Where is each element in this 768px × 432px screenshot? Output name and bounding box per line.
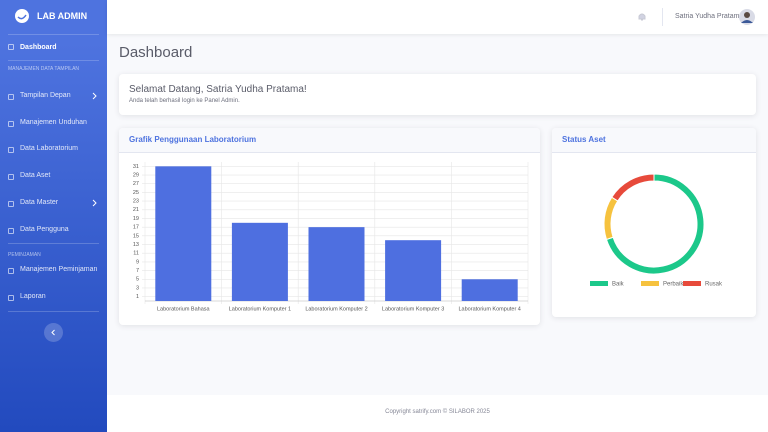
y-tick-label: 9 (136, 259, 139, 265)
nav-heading: MANAJEMEN DATA TAMPILAN (8, 66, 80, 72)
y-tick-label: 29 (133, 172, 139, 178)
chevron (92, 199, 97, 207)
icon (8, 200, 14, 207)
x-tick-label: Laboratorium Komputer 1 (229, 306, 291, 312)
nav-item[interactable]: Data Master (20, 198, 59, 206)
divider (8, 243, 99, 245)
y-tick-label: 21 (133, 207, 139, 213)
avatar[interactable] (739, 9, 755, 25)
nav-item[interactable]: Laporan (20, 292, 46, 300)
nav-heading: PEMINJAMAN (8, 252, 41, 259)
legend-swatch (683, 281, 701, 286)
divider (8, 310, 99, 312)
donut-segment (611, 173, 655, 202)
bar (461, 279, 518, 301)
welcome-title: Selamat Datang, Satria Yudha Pratama! (129, 84, 307, 95)
legend-label: Perbaikan (663, 282, 690, 288)
y-tick-label: 11 (133, 251, 139, 257)
bar (231, 222, 288, 301)
sidebar: LAB ADMIN Dashboard MANAJEMEN DATA TAMPI… (0, 0, 107, 432)
welcome-text: Anda telah berhasil login ke Panel Admin… (129, 98, 240, 104)
y-tick-label: 25 (133, 190, 139, 196)
toggle-icon (51, 329, 55, 336)
legend-swatch (590, 281, 608, 286)
alert-icon[interactable] (637, 12, 647, 22)
x-tick-label: Laboratorium Komputer 2 (305, 306, 367, 312)
x-tick-label: Laboratorium Komputer 3 (382, 306, 444, 312)
divider (8, 60, 99, 61)
icon (8, 94, 14, 100)
icon (8, 147, 14, 154)
legend-label: Rusak (705, 282, 723, 288)
nav-item[interactable]: Dashboard (20, 44, 57, 51)
y-tick-label: 7 (136, 268, 139, 274)
y-tick-label: 17 (133, 225, 139, 231)
brand[interactable]: LAB ADMIN (37, 11, 88, 21)
icon (8, 174, 14, 181)
chevron (92, 92, 97, 100)
card-header: Grafik Penggunaan Laboratorium (119, 128, 540, 153)
nav-item[interactable]: Manajemen Peminjaman (20, 266, 98, 274)
x-tick-label: Laboratorium Bahasa (157, 306, 211, 312)
y-tick-label: 27 (133, 181, 139, 187)
y-tick-label: 5 (136, 277, 139, 283)
y-tick-label: 19 (133, 216, 139, 222)
divider (8, 34, 99, 35)
legend-label: Baik (612, 282, 625, 288)
brand-icon (15, 9, 29, 23)
divider (662, 8, 663, 26)
icon (8, 268, 14, 275)
footer-text: Copyright satrify.com © SILABOR 2025 (385, 409, 490, 415)
y-tick-label: 13 (133, 242, 139, 248)
icon (8, 44, 14, 50)
footer: Copyright satrify.com © SILABOR 2025 (107, 395, 768, 432)
bar (385, 240, 442, 301)
topbar: Satria Yudha Pratama (107, 0, 768, 34)
user-name[interactable]: Satria Yudha Pratama (675, 13, 744, 20)
chevron-line (92, 92, 97, 100)
y-tick-label: 31 (133, 164, 139, 170)
card-header: Status Aset (552, 128, 756, 153)
card-title: Grafik Penggunaan Laboratorium (129, 135, 257, 144)
nav-item[interactable]: Tampilan Depan (20, 92, 71, 99)
y-tick-label: 23 (133, 199, 139, 205)
donut-segment (603, 196, 619, 241)
nav-item[interactable]: Data Laboratorium (20, 145, 78, 153)
bar (155, 166, 212, 301)
x-tick-label: Laboratorium Komputer 4 (459, 306, 521, 312)
icon (8, 294, 14, 301)
bar (308, 227, 365, 301)
card-title: Status Aset (562, 135, 606, 144)
nav-item[interactable]: Data Pengguna (20, 225, 69, 233)
welcome-card: Selamat Datang, Satria Yudha Pratama! An… (119, 74, 756, 115)
page-title: Dashboard (119, 44, 193, 61)
icon (8, 120, 14, 127)
sidebar-toggle[interactable] (44, 323, 63, 342)
y-tick-label: 3 (136, 285, 139, 291)
nav-item[interactable]: Data Aset (20, 172, 51, 180)
y-tick-label: 15 (133, 233, 139, 239)
icon (8, 227, 14, 234)
nav-item[interactable]: Manajemen Unduhan (20, 118, 87, 126)
chevron-line (92, 199, 97, 207)
y-tick-label: 1 (136, 294, 139, 300)
legend-swatch (641, 281, 659, 286)
